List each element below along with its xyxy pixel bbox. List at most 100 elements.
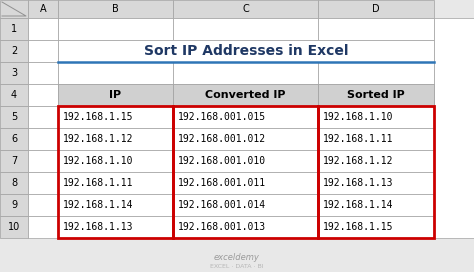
Bar bbox=[318, 172, 434, 194]
Text: Converted IP: Converted IP bbox=[205, 90, 286, 100]
Bar bbox=[318, 128, 434, 150]
Bar bbox=[58, 0, 173, 18]
Bar bbox=[434, 18, 474, 238]
Text: 3: 3 bbox=[11, 68, 17, 78]
Bar bbox=[58, 216, 173, 238]
Text: 192.168.001.010: 192.168.001.010 bbox=[178, 156, 266, 166]
Bar bbox=[28, 128, 58, 150]
Bar bbox=[318, 0, 434, 18]
Text: 192.168.1.13: 192.168.1.13 bbox=[323, 178, 393, 188]
Bar bbox=[58, 62, 173, 84]
Text: 192.168.1.11: 192.168.1.11 bbox=[63, 178, 134, 188]
Bar bbox=[173, 18, 318, 40]
Bar bbox=[318, 18, 434, 40]
Bar bbox=[0, 172, 28, 194]
Text: 192.168.001.015: 192.168.001.015 bbox=[178, 112, 266, 122]
Bar bbox=[173, 150, 318, 172]
Bar bbox=[28, 84, 58, 106]
Bar bbox=[173, 0, 318, 18]
Bar bbox=[318, 84, 434, 106]
Bar bbox=[58, 84, 173, 106]
Bar bbox=[58, 18, 173, 40]
Text: 192.168.1.15: 192.168.1.15 bbox=[63, 112, 134, 122]
Text: 9: 9 bbox=[11, 200, 17, 210]
Bar bbox=[58, 150, 173, 172]
Text: 192.168.001.011: 192.168.001.011 bbox=[178, 178, 266, 188]
Bar bbox=[58, 106, 173, 238]
Text: D: D bbox=[372, 4, 380, 14]
Text: 192.168.1.12: 192.168.1.12 bbox=[63, 134, 134, 144]
Bar bbox=[58, 106, 173, 128]
Bar bbox=[0, 194, 28, 216]
Bar bbox=[318, 62, 434, 84]
Text: EXCEL · DATA · BI: EXCEL · DATA · BI bbox=[210, 264, 264, 270]
Bar bbox=[173, 216, 318, 238]
Text: 192.168.001.014: 192.168.001.014 bbox=[178, 200, 266, 210]
Text: C: C bbox=[242, 4, 249, 14]
Text: 192.168.1.11: 192.168.1.11 bbox=[323, 134, 393, 144]
Text: A: A bbox=[40, 4, 46, 14]
Text: exceldemy: exceldemy bbox=[214, 254, 260, 262]
Text: 192.168.1.10: 192.168.1.10 bbox=[63, 156, 134, 166]
Bar bbox=[58, 84, 173, 106]
Bar bbox=[0, 84, 28, 106]
Bar bbox=[173, 84, 318, 106]
Bar bbox=[0, 216, 28, 238]
Bar bbox=[173, 172, 318, 194]
Bar bbox=[28, 0, 58, 18]
Text: 192.168.1.13: 192.168.1.13 bbox=[63, 222, 134, 232]
Bar bbox=[28, 106, 58, 128]
Bar bbox=[318, 194, 434, 216]
Text: 192.168.1.10: 192.168.1.10 bbox=[323, 112, 393, 122]
Text: 7: 7 bbox=[11, 156, 17, 166]
Bar bbox=[28, 40, 58, 62]
Text: 5: 5 bbox=[11, 112, 17, 122]
Bar bbox=[318, 84, 434, 106]
Bar bbox=[0, 150, 28, 172]
Bar bbox=[173, 128, 318, 150]
Text: Sorted IP: Sorted IP bbox=[347, 90, 405, 100]
Text: 192.168.1.14: 192.168.1.14 bbox=[323, 200, 393, 210]
Bar bbox=[0, 40, 28, 62]
Bar bbox=[173, 194, 318, 216]
Bar bbox=[28, 172, 58, 194]
Bar bbox=[58, 172, 173, 194]
Bar bbox=[0, 18, 28, 40]
Text: 192.168.1.15: 192.168.1.15 bbox=[323, 222, 393, 232]
Bar bbox=[173, 106, 318, 238]
Bar bbox=[173, 62, 318, 84]
Text: 192.168.1.14: 192.168.1.14 bbox=[63, 200, 134, 210]
Bar bbox=[28, 18, 58, 40]
Text: IP: IP bbox=[109, 90, 121, 100]
Bar bbox=[173, 84, 318, 106]
Text: 10: 10 bbox=[8, 222, 20, 232]
Bar bbox=[173, 40, 318, 62]
Text: 192.168.1.12: 192.168.1.12 bbox=[323, 156, 393, 166]
Bar bbox=[58, 40, 173, 62]
Text: 192.168.001.013: 192.168.001.013 bbox=[178, 222, 266, 232]
Bar bbox=[58, 40, 434, 62]
Text: 192.168.001.012: 192.168.001.012 bbox=[178, 134, 266, 144]
Bar bbox=[58, 194, 173, 216]
Bar bbox=[58, 128, 173, 150]
Bar bbox=[28, 194, 58, 216]
Bar bbox=[0, 62, 28, 84]
Text: 8: 8 bbox=[11, 178, 17, 188]
Bar bbox=[0, 0, 28, 18]
Bar bbox=[28, 62, 58, 84]
Bar bbox=[318, 106, 434, 128]
Text: 4: 4 bbox=[11, 90, 17, 100]
Bar bbox=[28, 216, 58, 238]
Text: Sort IP Addresses in Excel: Sort IP Addresses in Excel bbox=[144, 44, 348, 58]
Bar bbox=[28, 150, 58, 172]
Text: 2: 2 bbox=[11, 46, 17, 56]
Text: 1: 1 bbox=[11, 24, 17, 34]
Bar bbox=[318, 216, 434, 238]
Bar bbox=[173, 106, 318, 128]
Bar bbox=[318, 150, 434, 172]
Bar bbox=[318, 40, 434, 62]
Text: 6: 6 bbox=[11, 134, 17, 144]
Bar bbox=[0, 106, 28, 128]
Bar bbox=[318, 106, 434, 238]
Text: B: B bbox=[112, 4, 119, 14]
